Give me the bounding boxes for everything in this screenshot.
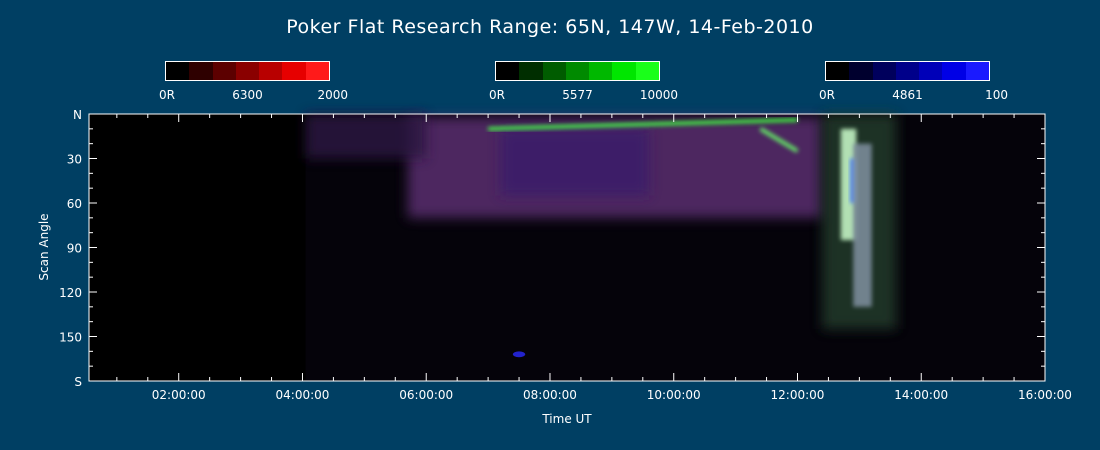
colorbar-swatch	[872, 62, 896, 80]
colorbar-6300: 0R 6300 2000	[159, 61, 348, 102]
colorbar-6300-strip	[165, 61, 330, 81]
colorbar-swatch	[942, 62, 966, 80]
aurora-arc	[759, 127, 799, 153]
y-tick-label: 60	[67, 197, 82, 211]
aurora-diffuse-band	[305, 114, 427, 159]
colorbar-6300-min-label: 0R	[159, 88, 175, 102]
colorbar-swatch	[166, 62, 190, 80]
colorbar-4861: 0R 4861 100	[819, 61, 1008, 102]
y-axis-label: Scan Angle	[37, 213, 51, 280]
y-tick-label: 90	[67, 242, 82, 256]
aurora-streak	[840, 128, 857, 241]
colorbar-swatch	[189, 62, 213, 80]
colorbar-swatch	[565, 62, 590, 80]
axes: 02:00:00 04:00:00 06:00:00 08:00:00 10:00:00…	[59, 108, 1072, 402]
y-tick-label: 120	[59, 286, 82, 300]
aurora-arc	[488, 117, 798, 131]
colorbar-swatch	[826, 62, 850, 80]
colorbar-swatch	[519, 62, 543, 80]
colorbar-swatch	[305, 62, 329, 80]
colorbar-swatch	[919, 62, 943, 80]
page-title: Poker Flat Research Range: 65N, 147W, 14…	[286, 16, 814, 38]
colorbar-swatch	[212, 62, 236, 80]
aurora-spot	[512, 351, 526, 358]
colorbar-swatch	[589, 62, 613, 80]
colorbar-swatch	[895, 62, 920, 80]
aurora-streak	[853, 143, 872, 307]
y-tick-label: 150	[59, 331, 82, 345]
x-tick-label: 10:00:00	[647, 388, 701, 402]
x-tick-label: 02:00:00	[152, 388, 206, 402]
colorbar-5577-min-label: 0R	[489, 88, 505, 102]
x-tick-label: 04:00:00	[276, 388, 330, 402]
x-tick-label: 16:00:00	[1018, 388, 1072, 402]
colorbar-5577-max-label: 10000	[639, 88, 678, 102]
colorbar-5577-strip	[495, 61, 660, 81]
y-tick-label: N	[73, 108, 82, 122]
x-tick-label: 14:00:00	[894, 388, 948, 402]
colorbar-swatch	[496, 62, 520, 80]
colorbar-swatch	[965, 62, 989, 80]
colorbar-5577-wavelength-label: 5577	[562, 88, 593, 102]
colorbar-swatch	[849, 62, 873, 80]
x-tick-label: 12:00:00	[771, 388, 825, 402]
colorbar-4861-min-label: 0R	[819, 88, 835, 102]
plot-area	[89, 114, 1045, 381]
colorbar-6300-max-label: 2000	[317, 88, 348, 102]
y-tick-label: 30	[67, 153, 82, 167]
colorbar-6300-wavelength-label: 6300	[232, 88, 263, 102]
colorbar-swatch	[235, 62, 260, 80]
x-axis-label: Time UT	[541, 412, 592, 426]
colorbar-swatch	[282, 62, 306, 80]
colorbar-5577: 0R 5577 10000	[489, 61, 678, 102]
y-tick-label: S	[74, 375, 82, 389]
colorbar-swatch	[635, 62, 659, 80]
colorbar-swatch	[259, 62, 283, 80]
colorbar-swatch	[542, 62, 566, 80]
x-tick-label: 06:00:00	[399, 388, 453, 402]
colorbar-4861-strip	[825, 61, 990, 81]
aurora-diffuse-band	[500, 128, 649, 196]
colorbar-4861-max-label: 100	[985, 88, 1008, 102]
colorbar-swatch	[612, 62, 636, 80]
colorbar-4861-wavelength-label: 4861	[892, 88, 923, 102]
x-tick-label: 08:00:00	[523, 388, 577, 402]
